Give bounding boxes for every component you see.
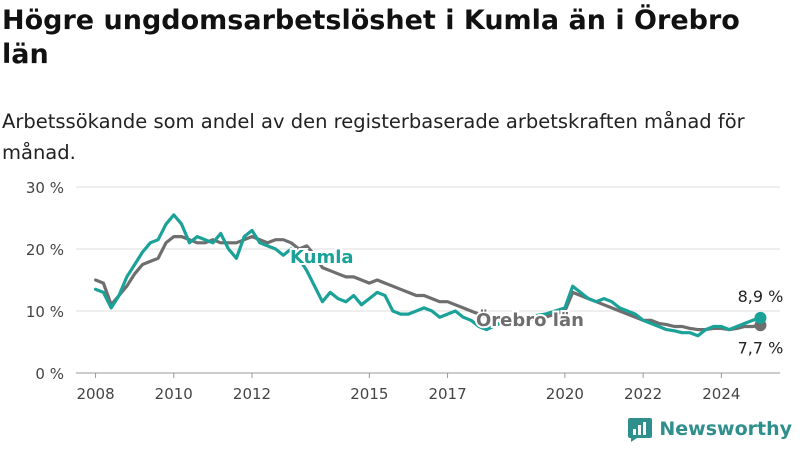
y-tick-label: 30 % [26,179,64,197]
series-line-orebro [94,235,762,332]
x-tick-label: 2017 [428,385,466,403]
x-tick-label: 2012 [233,385,271,403]
chart-title: Högre ungdomsarbetslöshet i Kumla än i Ö… [2,5,740,70]
brand-name: Newsworthy [659,418,792,440]
x-tick-label: 2020 [546,385,584,403]
series-line-kumla [94,213,762,338]
newsworthy-logo-icon [628,418,653,442]
y-tick-label: 20 % [26,241,64,259]
y-tick-label: 10 % [26,303,64,321]
series-label-orebro: Örebro län [476,309,584,331]
newsworthy-logo: Newsworthy [627,416,792,442]
chart-subtitle: Arbetssökande som andel av den registerb… [2,110,745,164]
y-tick-label: 0 % [35,365,64,383]
x-tick-label: 2024 [702,385,740,403]
series-label-kumla: Kumla [290,247,354,268]
x-tick-label: 2008 [76,385,114,403]
end-value-label-kumla: 8,9 % [738,287,784,306]
end-value-label-orebro: 7,7 % [738,338,784,357]
end-dot-kumla [754,311,767,324]
line-chart: 0 % 10 % 20 % 30 % 2008 2010 2012 2015 2017 2020 2… [26,179,784,403]
x-tick-label: 2022 [624,385,662,403]
x-tick-label: 2010 [155,385,193,403]
x-tick-label: 2015 [350,385,388,403]
